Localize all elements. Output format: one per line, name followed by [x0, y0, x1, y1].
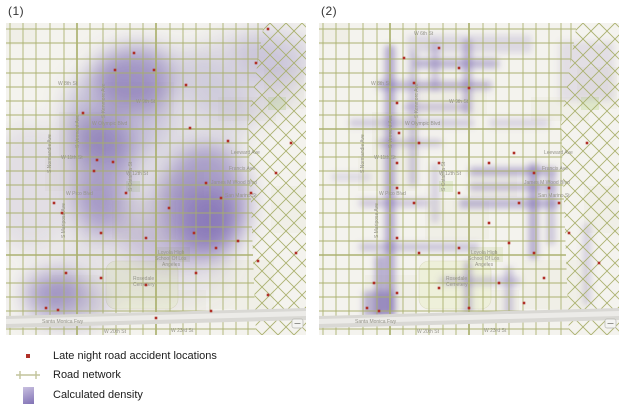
- legend-label-density: Calculated density: [53, 389, 143, 401]
- svg-text:San Marino St: San Marino St: [538, 193, 570, 199]
- svg-text:S Catalina St: S Catalina St: [441, 161, 447, 191]
- svg-text:San Marino St: San Marino St: [225, 193, 257, 199]
- svg-text:Cemetery: Cemetery: [133, 282, 155, 288]
- svg-text:Santa Monica Fwy: Santa Monica Fwy: [42, 319, 84, 325]
- svg-text:W 11th St: W 11th St: [61, 155, 83, 161]
- svg-text:Francis Ave: Francis Ave: [229, 166, 255, 172]
- panel-2-label: (2): [321, 4, 338, 18]
- svg-text:Rosedale: Rosedale: [446, 276, 467, 282]
- panel-1-label: (1): [8, 4, 25, 18]
- svg-text:James M Wood Blvd: James M Wood Blvd: [524, 180, 570, 186]
- svg-text:W Pico Blvd: W Pico Blvd: [66, 191, 93, 197]
- svg-text:W 6th St: W 6th St: [414, 31, 434, 37]
- map-panel-kernel-density: W 8th St W 9th St W Olympic Blvd W 11th St W…: [6, 23, 306, 335]
- svg-text:W Pico Blvd: W Pico Blvd: [379, 191, 406, 197]
- svg-text:S Catalina St: S Catalina St: [128, 161, 134, 191]
- svg-text:Loyola High: Loyola High: [158, 250, 185, 256]
- map-panel-network-density: W 6th St W 8th St W 9th St W Olympic Blvd W …: [319, 23, 619, 335]
- legend: Late night road accident locations Road …: [12, 347, 217, 406]
- svg-text:S Normandie Ave: S Normandie Ave: [47, 134, 53, 173]
- svg-text:W Olympic Blvd: W Olympic Blvd: [92, 121, 128, 127]
- map-canvas-2: W 6th St W 8th St W 9th St W Olympic Blvd W …: [319, 23, 619, 335]
- svg-text:S Mariposa Ave: S Mariposa Ave: [61, 203, 67, 238]
- svg-text:W 9th St: W 9th St: [449, 99, 469, 105]
- svg-text:W 23rd St: W 23rd St: [171, 328, 194, 334]
- svg-text:W 8th St: W 8th St: [371, 81, 391, 87]
- svg-text:S Normandie Ave: S Normandie Ave: [360, 134, 366, 173]
- map-canvas-1: W 8th St W 9th St W Olympic Blvd W 11th St W…: [6, 23, 306, 335]
- road-network-icon: [16, 371, 40, 379]
- legend-item-density: Calculated density: [12, 385, 217, 405]
- svg-text:W 8th St: W 8th St: [58, 81, 78, 87]
- svg-text:Santa Monica Fwy: Santa Monica Fwy: [355, 319, 397, 325]
- svg-text:Rosedale: Rosedale: [133, 276, 154, 282]
- svg-text:Loyola High: Loyola High: [471, 250, 498, 256]
- svg-text:W 11th St: W 11th St: [374, 155, 396, 161]
- svg-text:S Vermont Ave: S Vermont Ave: [75, 115, 81, 148]
- svg-text:W 12th St: W 12th St: [439, 171, 462, 177]
- svg-text:S Vermont Ave: S Vermont Ave: [388, 115, 394, 148]
- svg-text:W Olympic Blvd: W Olympic Blvd: [405, 121, 441, 127]
- svg-text:School Of Los: School Of Los: [468, 256, 500, 262]
- svg-text:S Kenmore Ave: S Kenmore Ave: [414, 83, 420, 118]
- svg-text:James M Wood Blvd: James M Wood Blvd: [211, 180, 257, 186]
- legend-label-accidents: Late night road accident locations: [53, 350, 217, 362]
- svg-text:S Mariposa Ave: S Mariposa Ave: [374, 203, 380, 238]
- svg-text:W 20th St: W 20th St: [417, 329, 440, 335]
- legend-label-road-network: Road network: [53, 369, 121, 381]
- density-gradient-icon: [22, 386, 34, 404]
- svg-text:Leeward Ave: Leeward Ave: [231, 150, 260, 156]
- legend-item-road-network: Road network: [12, 366, 217, 384]
- svg-text:W 23rd St: W 23rd St: [484, 328, 507, 334]
- legend-item-accidents: Late night road accident locations: [12, 347, 217, 365]
- svg-text:Cemetery: Cemetery: [446, 282, 468, 288]
- svg-text:W 20th St: W 20th St: [104, 329, 127, 335]
- svg-text:Francis Ave: Francis Ave: [542, 166, 568, 172]
- svg-text:Angeles: Angeles: [475, 262, 494, 268]
- svg-text:Angeles: Angeles: [162, 262, 181, 268]
- svg-text:S Kenmore Ave: S Kenmore Ave: [101, 83, 107, 118]
- accident-point-icon: [26, 354, 30, 358]
- svg-text:School Of Los: School Of Los: [155, 256, 187, 262]
- svg-text:W 12th St: W 12th St: [126, 171, 149, 177]
- svg-text:Leeward Ave: Leeward Ave: [544, 150, 573, 156]
- svg-text:W 9th St: W 9th St: [136, 99, 156, 105]
